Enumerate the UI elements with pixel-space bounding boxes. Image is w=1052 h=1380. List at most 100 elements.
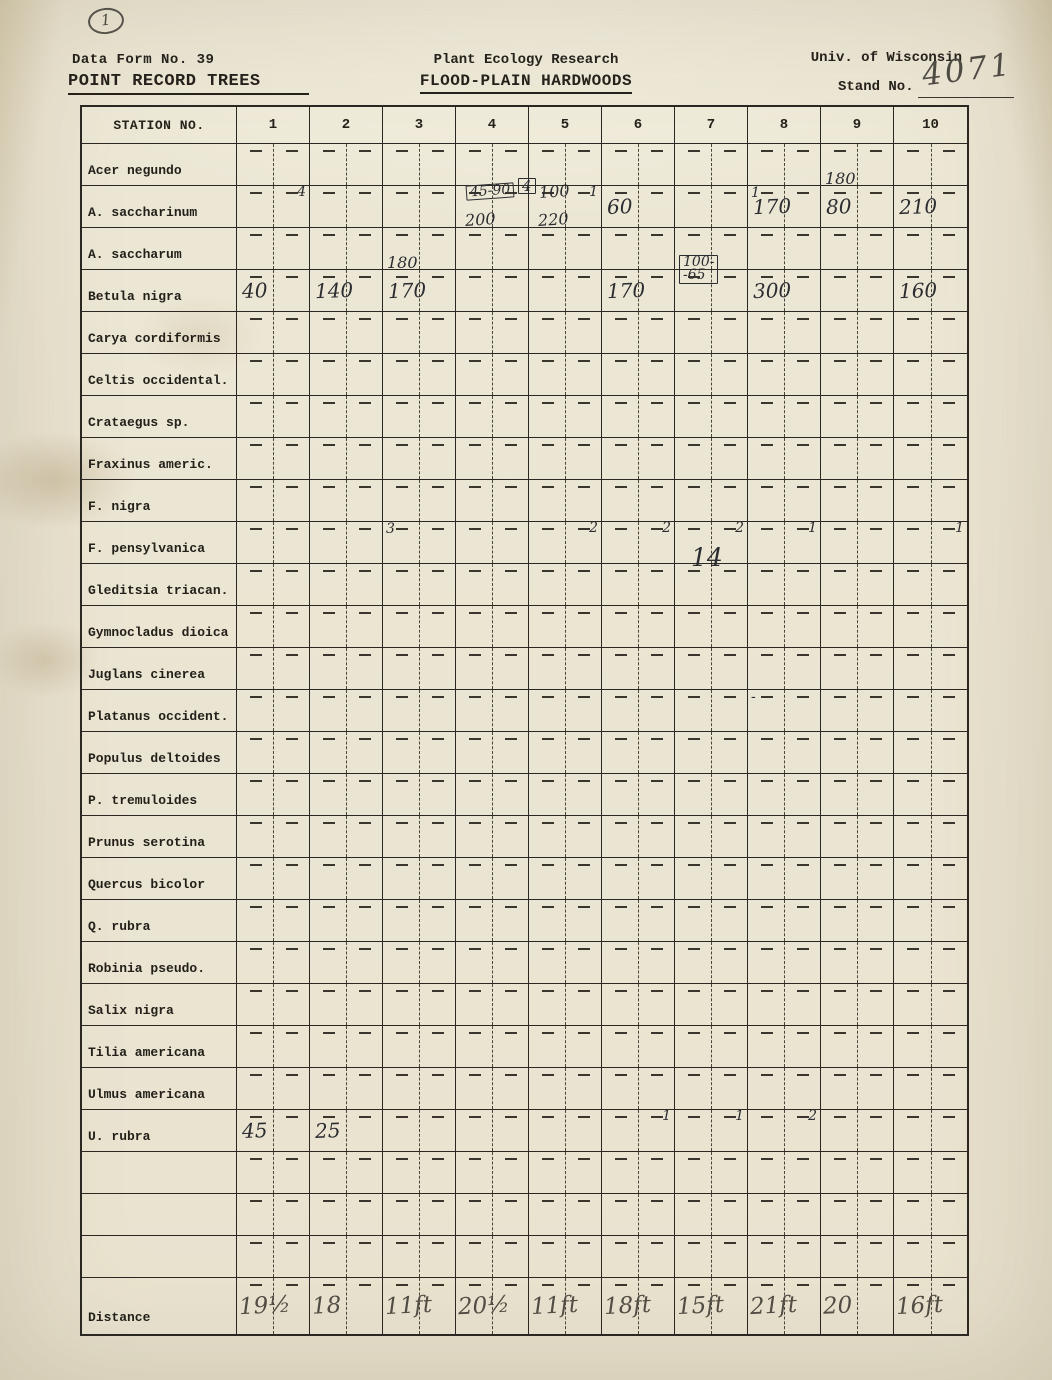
table-row: Quercus bicolor [82, 858, 967, 900]
station-column-header: 8 [748, 107, 821, 144]
data-cell [821, 1068, 894, 1110]
data-cell [529, 1110, 602, 1152]
data-cell [894, 1068, 967, 1110]
data-cell [821, 270, 894, 312]
data-cell [237, 648, 310, 690]
data-cell [529, 564, 602, 606]
data-cell [748, 606, 821, 648]
data-cell [529, 1026, 602, 1068]
data-cell: 300 [748, 270, 821, 312]
data-cell: 2 14 [675, 520, 748, 570]
handwritten-entry: 1 [735, 1108, 744, 1124]
species-label: Salix nigra [82, 984, 237, 1026]
data-cell [383, 1194, 456, 1236]
table-row: Crataegus sp. [82, 396, 967, 438]
data-cell [383, 396, 456, 438]
data-cell [237, 690, 310, 732]
data-cell: 140 [310, 270, 383, 312]
station-column-header: 6 [602, 107, 675, 144]
data-cell [748, 312, 821, 354]
data-cell [821, 732, 894, 774]
data-cell [310, 522, 383, 564]
data-cell: 4 100 220 1 [518, 178, 602, 230]
data-cell [748, 354, 821, 396]
table-row [82, 1236, 967, 1278]
station-column-header: 4 [456, 107, 529, 144]
distance-label: Distance [82, 1278, 237, 1334]
data-cell [529, 732, 602, 774]
data-cell [894, 354, 967, 396]
handwritten-entry: 1 [589, 184, 598, 200]
data-cell [602, 438, 675, 480]
distance-value: 16ft [895, 1291, 944, 1320]
data-cell [894, 480, 967, 522]
data-cell [456, 816, 529, 858]
data-cell [894, 312, 967, 354]
species-label [82, 1194, 237, 1236]
data-cell: 45-90 200 [456, 182, 529, 230]
data-cell: 180 80 [821, 170, 894, 228]
data-cell [310, 1236, 383, 1278]
data-cell [456, 1110, 529, 1152]
distance-cell: 20 [821, 1278, 894, 1334]
table-row: F. nigra [82, 480, 967, 522]
species-label: Crataegus sp. [82, 396, 237, 438]
data-cell [237, 1068, 310, 1110]
data-cell [237, 858, 310, 900]
species-label: Gleditsia triacan. [82, 564, 237, 606]
handwritten-entry: 25 [314, 1117, 341, 1143]
species-label: Betula nigra [82, 270, 237, 312]
data-cell [529, 774, 602, 816]
handwritten-entry: 2 [735, 520, 744, 536]
community-title: FLOOD-PLAIN HARDWOODS [419, 72, 633, 94]
data-cell [237, 1236, 310, 1278]
table-row: U. rubra 45 25 1 1 2 [82, 1108, 967, 1152]
table-row: Gleditsia triacan. [82, 564, 967, 606]
table-row: Prunus serotina [82, 816, 967, 858]
handwritten-entry: 100 [538, 180, 571, 203]
data-cell [529, 816, 602, 858]
data-cell [383, 354, 456, 396]
handwritten-entry: 1 [662, 1108, 671, 1124]
handwritten-entry: 2 [808, 1108, 817, 1124]
data-cell [894, 690, 967, 732]
station-column-header: 2 [310, 107, 383, 144]
data-cell [602, 690, 675, 732]
data-cell [894, 1236, 967, 1278]
handwritten-entry: 1 [751, 185, 760, 201]
handwritten-entry: 210 [898, 193, 938, 219]
handwritten-entry: 45-90 [465, 182, 515, 201]
data-cell [894, 900, 967, 942]
data-cell [310, 606, 383, 648]
data-cell: 2 [529, 521, 602, 564]
data-cell [821, 1026, 894, 1068]
distance-value: 11ft [384, 1291, 433, 1320]
distance-value: 15ft [676, 1291, 725, 1320]
data-cell [821, 858, 894, 900]
data-cell: 40 [237, 270, 310, 312]
data-cell [310, 1194, 383, 1236]
table-row: Acer negundo [82, 144, 967, 186]
data-cell [237, 354, 310, 396]
data-cell [237, 1194, 310, 1236]
data-cell [894, 648, 967, 690]
data-cell [529, 1236, 602, 1278]
data-cell [675, 480, 748, 522]
data-cell [748, 984, 821, 1026]
data-cell [675, 606, 748, 648]
data-cell: 2 [602, 520, 675, 564]
data-cell [456, 1152, 529, 1194]
data-cell [383, 690, 456, 732]
data-cell [237, 816, 310, 858]
data-cell [529, 606, 602, 648]
distance-cell: 11ft [529, 1278, 602, 1334]
data-cell [237, 606, 310, 648]
data-cell [310, 144, 383, 186]
data-cell [821, 522, 894, 564]
data-cell [529, 900, 602, 942]
handwritten-entry: 2 [662, 520, 671, 536]
data-cell [602, 1026, 675, 1068]
species-label: Carya cordiformis [82, 312, 237, 354]
station-column-header: 9 [821, 107, 894, 144]
